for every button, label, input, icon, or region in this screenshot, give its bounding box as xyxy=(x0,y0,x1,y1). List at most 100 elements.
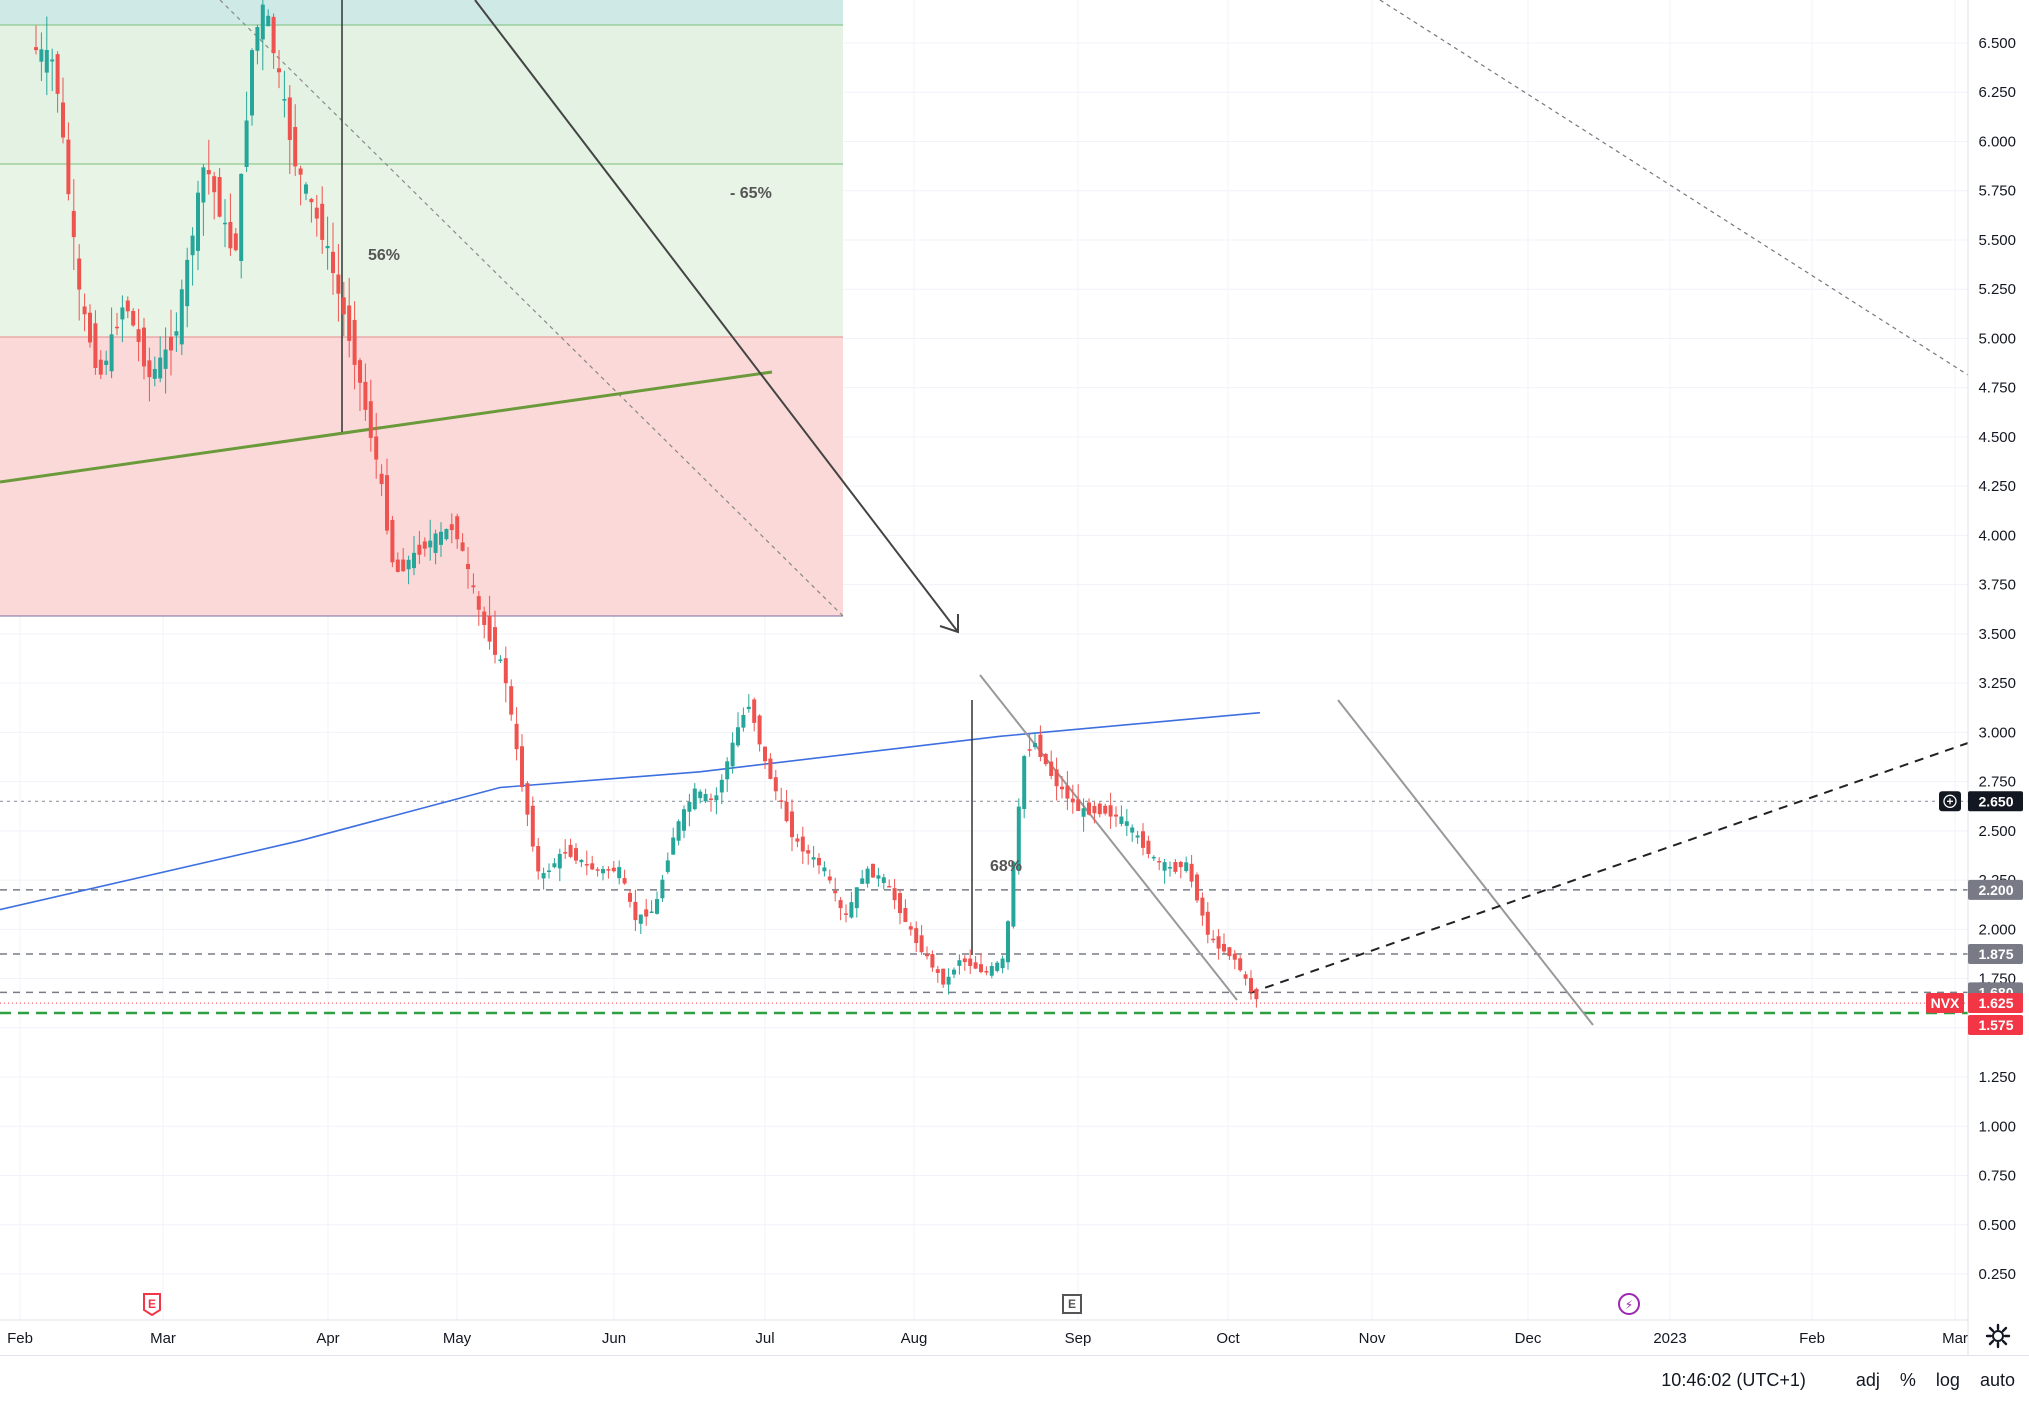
candle xyxy=(169,309,173,376)
candle xyxy=(125,296,130,319)
clock-readout[interactable]: 10:46:02 (UTC+1) xyxy=(1661,1370,1806,1390)
candle xyxy=(709,793,713,812)
candle xyxy=(509,679,514,721)
gear-icon[interactable] xyxy=(1985,1323,2011,1349)
candle xyxy=(925,946,929,960)
projection-arrow[interactable] xyxy=(474,0,959,633)
candle xyxy=(174,312,179,352)
candle-body xyxy=(784,801,789,822)
candle xyxy=(557,848,562,882)
candle-body xyxy=(1205,911,1210,935)
price-tag[interactable]: 2.200 xyxy=(1968,879,2023,900)
channel-line-1[interactable] xyxy=(979,674,1238,1001)
candle xyxy=(98,350,103,380)
candle xyxy=(719,774,724,805)
candle xyxy=(228,193,233,256)
percent-toggle[interactable]: % xyxy=(1899,1370,1916,1390)
channel-line-2[interactable] xyxy=(1337,699,1594,1026)
candle xyxy=(584,850,589,876)
candle xyxy=(212,171,217,220)
candle-body xyxy=(930,954,935,968)
price-tag[interactable]: 2.650 xyxy=(1968,791,2023,812)
svg-text:⚡: ⚡ xyxy=(1625,1298,1633,1312)
time-tick-label: Mar xyxy=(1942,1330,1968,1347)
candle xyxy=(946,968,951,995)
candle-body xyxy=(800,836,805,852)
price-tag[interactable]: 1.875 xyxy=(1968,943,2023,964)
dashed-diagonal-left xyxy=(219,0,844,617)
price-tick-label: 5.000 xyxy=(1978,330,2016,347)
candle xyxy=(314,195,319,237)
earnings-icon: E xyxy=(1062,1294,1082,1314)
green-trendline[interactable] xyxy=(0,370,773,484)
candle-body xyxy=(601,869,605,874)
candle xyxy=(838,897,843,921)
candle-body xyxy=(779,800,784,802)
auto-toggle[interactable]: auto xyxy=(1979,1370,2015,1390)
candle-body xyxy=(946,976,951,985)
earnings-marker-1[interactable]: E xyxy=(140,1292,164,1317)
candle-body xyxy=(557,853,562,869)
candle xyxy=(1205,902,1210,944)
split-marker[interactable]: ⚡ xyxy=(1617,1292,1641,1316)
candle-body xyxy=(82,306,87,315)
candle-body xyxy=(293,126,298,167)
candle-body xyxy=(838,900,843,909)
adj-toggle[interactable]: adj xyxy=(1855,1370,1880,1390)
svg-text:E: E xyxy=(148,1297,156,1311)
candle-body xyxy=(903,908,908,923)
candle-body xyxy=(687,801,692,812)
candle-body xyxy=(595,869,600,871)
price-tag-label: 1.875 xyxy=(1978,946,2013,962)
price-tick-label: 4.000 xyxy=(1978,527,2016,544)
candle-body xyxy=(1060,786,1064,790)
candle-body xyxy=(1103,805,1108,814)
price-tag[interactable]: 1.575 xyxy=(1968,1015,2023,1035)
candle-body xyxy=(1135,835,1140,838)
candle-body xyxy=(212,176,217,193)
price-tag[interactable]: 1.625 xyxy=(1968,993,2023,1013)
candle-body xyxy=(611,867,616,872)
candle xyxy=(120,295,125,343)
candle-body xyxy=(61,102,65,138)
candle-body xyxy=(552,863,557,868)
candle xyxy=(255,24,260,65)
log-toggle[interactable]: log xyxy=(1935,1370,1960,1390)
candle xyxy=(325,216,330,270)
candle xyxy=(957,954,962,975)
candle-body xyxy=(1038,734,1043,757)
candle-body xyxy=(185,259,190,307)
candle-body xyxy=(358,360,362,383)
candle xyxy=(881,873,886,890)
candle-body xyxy=(66,139,71,195)
candle xyxy=(1000,955,1005,974)
candle xyxy=(1027,733,1032,757)
candle xyxy=(1211,930,1216,944)
earnings-marker-2[interactable]: E xyxy=(1060,1292,1084,1316)
candle xyxy=(1060,776,1064,799)
candle xyxy=(347,277,352,358)
candle-body xyxy=(914,928,919,944)
candle-body xyxy=(1006,921,1010,963)
candle-body xyxy=(147,360,152,378)
dashed-support-trendline[interactable] xyxy=(1249,742,1969,994)
time-tick-label: Aug xyxy=(901,1330,928,1347)
crosshair-icon[interactable] xyxy=(1939,791,1961,812)
candle-body xyxy=(892,888,897,901)
candle-body xyxy=(617,867,622,879)
candle xyxy=(1173,859,1178,874)
candle-body xyxy=(660,879,665,899)
candle-body xyxy=(1146,840,1151,855)
candle xyxy=(201,164,206,236)
candle-body xyxy=(676,821,681,841)
candle xyxy=(898,889,902,925)
candle xyxy=(390,515,395,568)
candle-body xyxy=(217,177,222,217)
candle xyxy=(336,244,341,322)
candle xyxy=(1238,955,1243,972)
candle xyxy=(692,783,697,811)
time-axis-ticks[interactable]: Feb Mar Apr May Jun Jul Aug Sep Oct Nov Dec 2023 Feb… xyxy=(7,1330,1968,1347)
price-chart[interactable]: 56% - 65% 68% 6.500 6.250 6.000 5.750 5.500 5… xyxy=(0,0,2029,1355)
candle-body xyxy=(325,245,330,249)
candle xyxy=(1222,933,1226,954)
